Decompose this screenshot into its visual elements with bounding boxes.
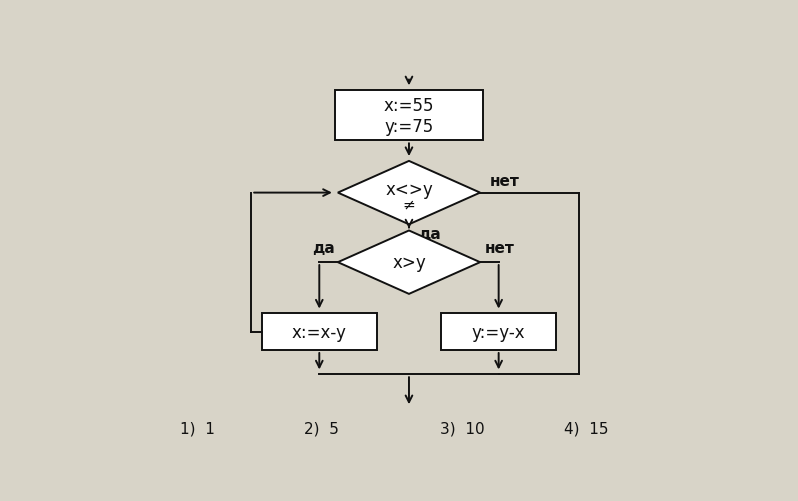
Text: ≠: ≠ [403,197,415,212]
Text: x<>y: x<>y [385,180,433,198]
Text: x:=55
y:=75: x:=55 y:=75 [384,97,434,135]
Text: нет: нет [489,174,519,188]
Text: 3)  10: 3) 10 [440,421,484,436]
Text: да: да [418,227,441,242]
Text: y:=y-x: y:=y-x [472,323,525,341]
FancyBboxPatch shape [262,314,377,350]
FancyBboxPatch shape [335,91,484,141]
Text: 4)  15: 4) 15 [563,421,608,436]
FancyBboxPatch shape [441,314,556,350]
Text: 1)  1: 1) 1 [180,421,215,436]
Polygon shape [338,162,480,225]
Text: нет: нет [485,241,515,256]
Text: 2)  5: 2) 5 [304,421,338,436]
Polygon shape [338,231,480,294]
Text: x>y: x>y [392,254,426,272]
Text: да: да [312,241,335,256]
Text: x:=x-y: x:=x-y [292,323,347,341]
